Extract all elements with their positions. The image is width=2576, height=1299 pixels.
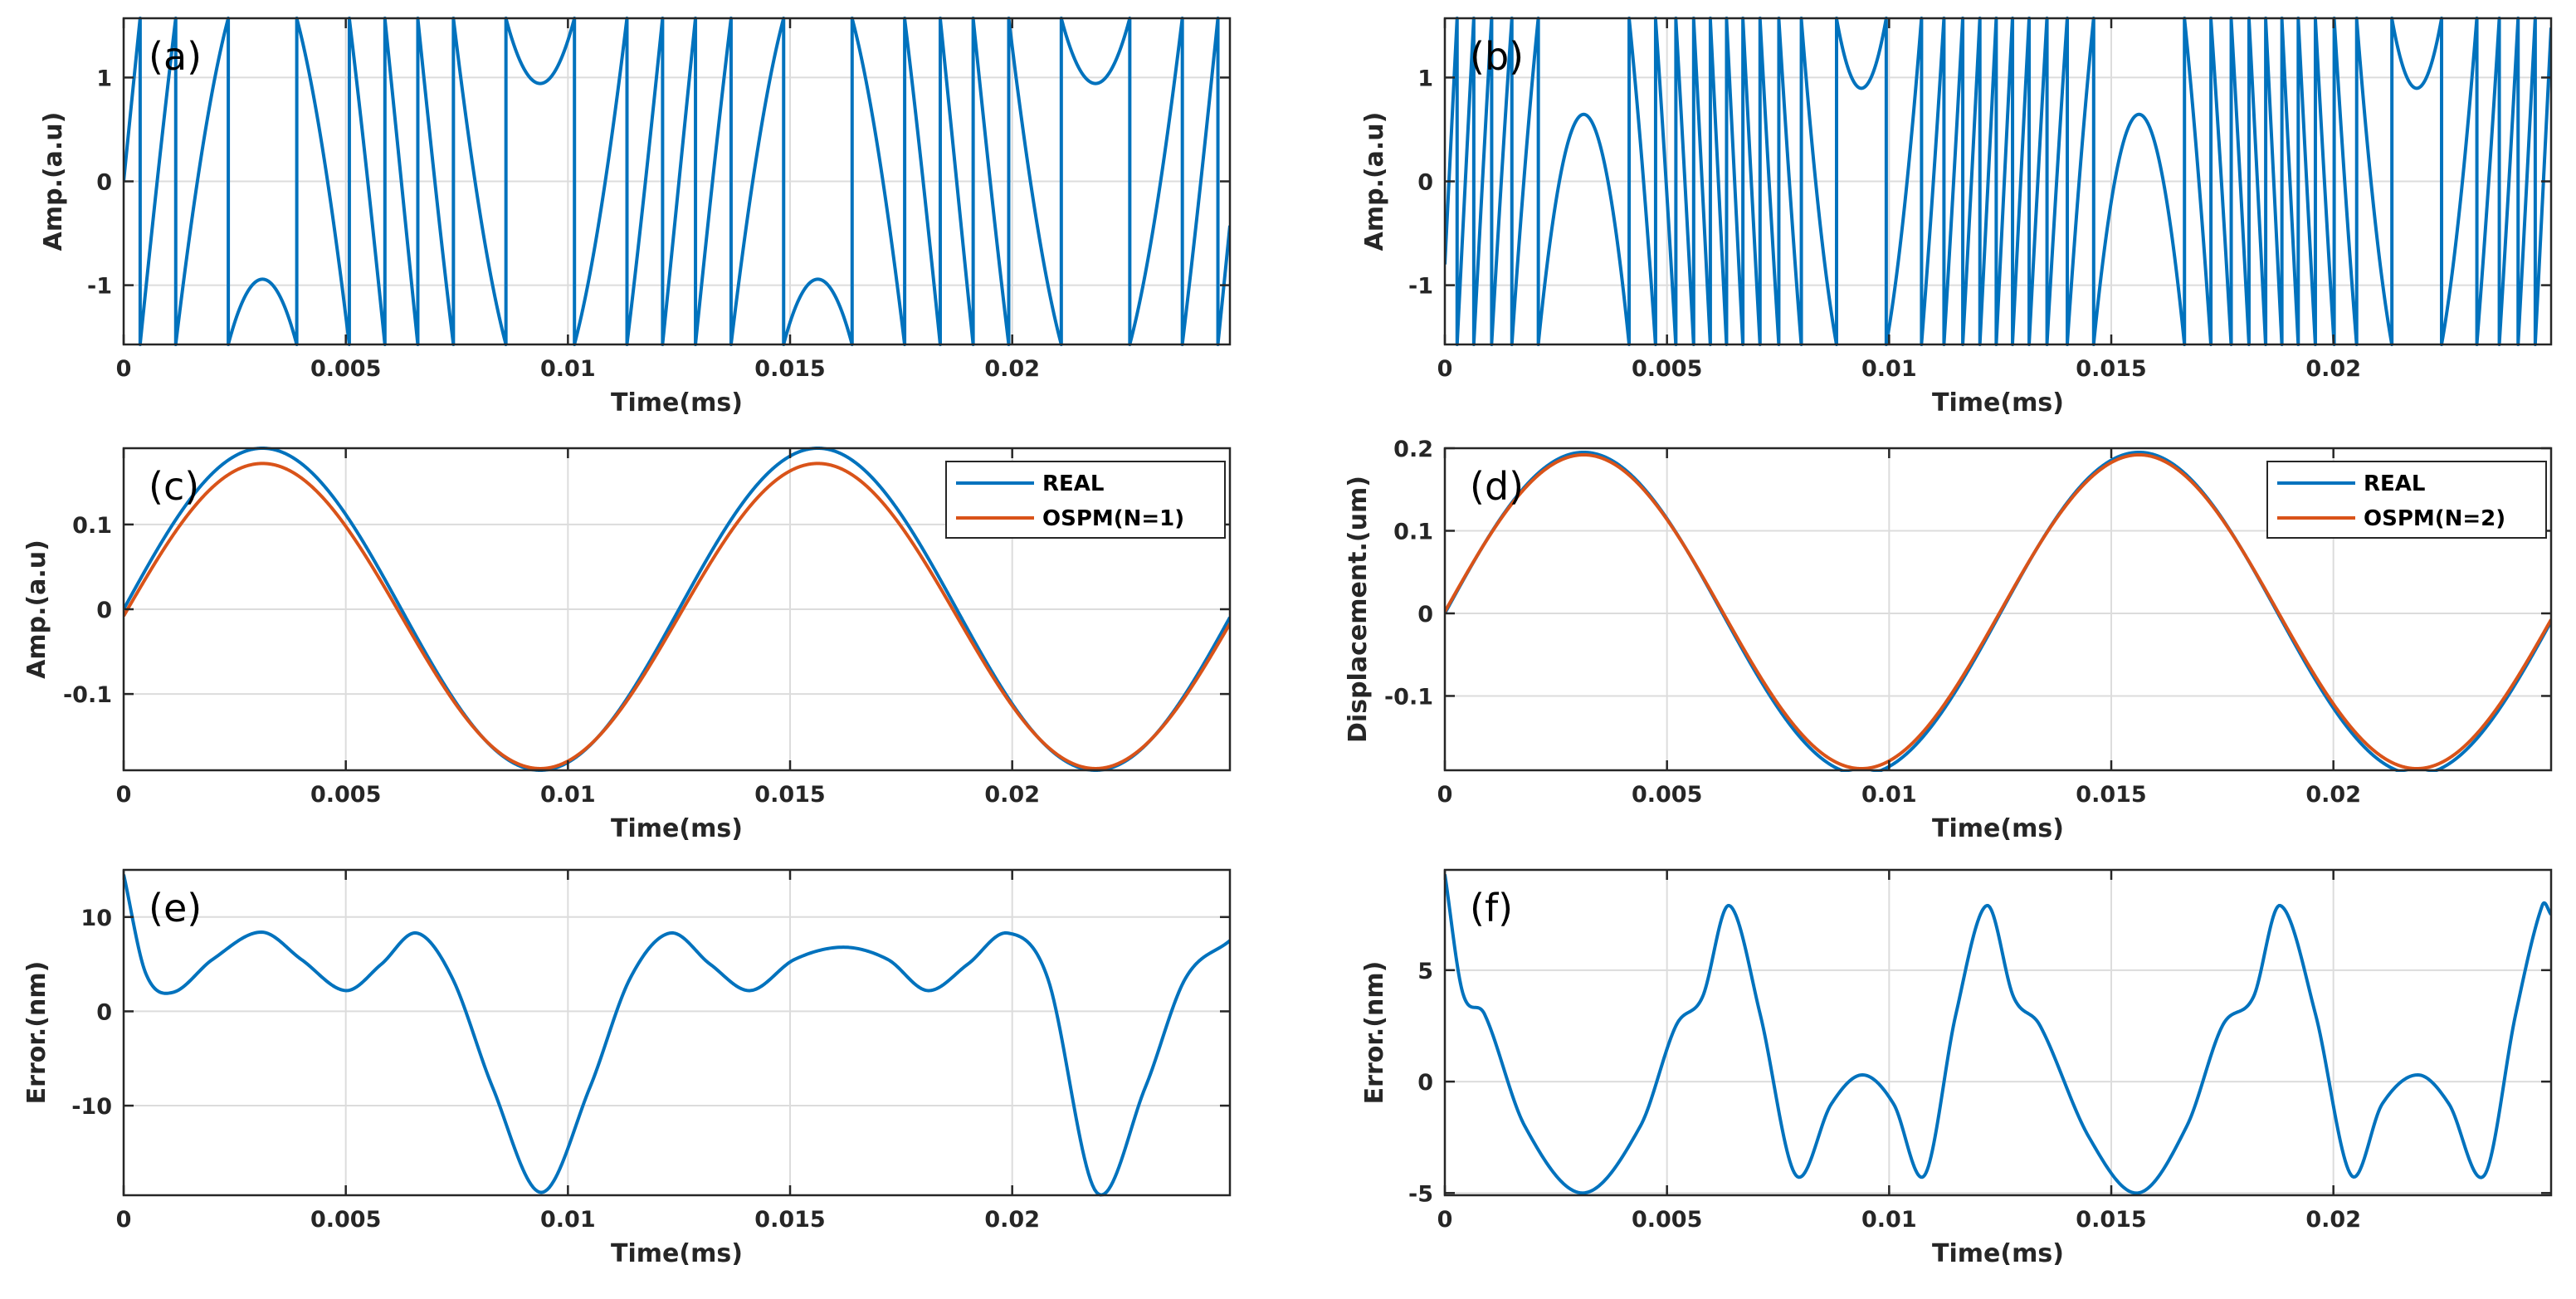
plot-area [124, 870, 1230, 1195]
legend: REAL OSPM(N=2) [2266, 461, 2547, 539]
plot-area [1445, 870, 2551, 1195]
y-tick-label: 0 [1417, 170, 1433, 196]
x-tick-label: 0 [116, 356, 132, 382]
x-tick-label: 0.01 [1861, 782, 1917, 808]
x-tick-label: 0.02 [984, 356, 1040, 382]
series-line-error [124, 874, 1230, 1197]
series-line-wrapped-phase [1445, 17, 2551, 346]
y-axis-label: Amp.(a.u) [1360, 112, 1389, 251]
chart-panel-f: 0 0.005 0.01 0.015 0.02-505Time(ms)Error.(nm… [1360, 868, 2553, 1268]
x-tick-label: 0.015 [2076, 782, 2146, 808]
series-line-wrapped-phase [124, 17, 1230, 346]
y-tick-label: 1 [1417, 66, 1433, 91]
y-tick-label: -0.1 [1384, 684, 1433, 710]
legend-label: REAL [1042, 471, 1104, 496]
panel-label: (f) [1470, 886, 1513, 930]
panel-label: (c) [149, 464, 199, 509]
x-tick-label: 0.02 [984, 782, 1040, 808]
chart-panel-a: 0 0.005 0.01 0.015 0.02 -1 0 1 Time(ms) Amp.(a.u)… [39, 17, 1232, 418]
x-tick-label: 0.005 [310, 356, 381, 382]
y-tick-label: -0.1 [63, 682, 112, 708]
y-tick-label: 0 [96, 999, 112, 1025]
x-tick-label: 0.01 [540, 1207, 596, 1233]
y-axis-label: Amp.(a.u) [22, 540, 51, 679]
panel-label: (a) [149, 34, 202, 79]
series-line-error [1445, 874, 2551, 1195]
x-tick-label: 0 [116, 1207, 132, 1233]
axes-frame [1443, 868, 2553, 1197]
panel-label: (e) [149, 886, 202, 930]
y-tick-label: -10 [71, 1094, 112, 1120]
x-tick-label: 0.02 [2305, 782, 2361, 808]
y-tick-label: -5 [1408, 1181, 1433, 1207]
y-tick-label: 0.2 [1393, 437, 1433, 462]
x-axis-label: Time(ms) [611, 1239, 743, 1268]
x-axis-label: Time(ms) [611, 388, 743, 418]
legend-label: OSPM(N=1) [1042, 506, 1184, 531]
x-axis-label: Time(ms) [611, 814, 743, 843]
y-tick-label: -1 [1408, 274, 1433, 300]
series-line-ospm-n-1- [124, 461, 1230, 770]
x-tick-label: 0 [1437, 356, 1453, 382]
x-tick-label: 0.01 [1861, 1207, 1917, 1233]
x-tick-label: 0.01 [540, 782, 596, 808]
y-tick-label: 0 [96, 598, 112, 623]
x-tick-label: 0.01 [1861, 356, 1917, 382]
x-tick-label: 0.02 [2305, 356, 2361, 382]
x-tick-label: 0 [116, 782, 132, 808]
chart-panel-c: 0 0.005 0.01 0.015 0.02 -0.1 0 0.1 Time(ms) Amp.(… [22, 447, 1232, 843]
y-tick-label: 5 [1417, 959, 1433, 984]
series-line-ospm-n-2- [1445, 452, 2551, 771]
legend-box [2266, 461, 2547, 539]
x-tick-label: 0.005 [310, 1207, 381, 1233]
x-tick-label: 0.005 [1632, 782, 1702, 808]
x-tick-label: 0.005 [1632, 1207, 1702, 1233]
panel-label: (b) [1470, 34, 1524, 79]
panel-label: (d) [1470, 464, 1524, 509]
x-tick-label: 0 [1437, 782, 1453, 808]
y-tick-label: 10 [80, 906, 112, 931]
legend-label: REAL [2364, 471, 2425, 496]
x-tick-label: 0.015 [2076, 356, 2146, 382]
x-tick-label: 0.015 [2076, 1207, 2146, 1233]
y-axis-label: Error.(nm) [1360, 961, 1389, 1105]
y-tick-label: 0 [1417, 602, 1433, 628]
x-tick-label: 0 [1437, 1207, 1453, 1233]
y-tick-label: 0 [96, 170, 112, 196]
x-tick-label: 0.005 [310, 782, 381, 808]
x-tick-label: 0.005 [1632, 356, 1702, 382]
x-tick-label: 0.01 [540, 356, 596, 382]
x-tick-label: 0.015 [754, 356, 825, 382]
y-axis-label: Error.(nm) [22, 961, 51, 1105]
x-tick-label: 0.02 [2305, 1207, 2361, 1233]
axes-frame [1443, 447, 2553, 772]
y-tick-label: 0.1 [1393, 519, 1433, 545]
x-tick-label: 0.015 [754, 782, 825, 808]
x-axis-label: Time(ms) [1932, 1239, 2064, 1268]
y-axis-label: Amp.(a.u) [39, 112, 68, 251]
chart-panel-d: 0 0.005 0.01 0.015 0.02 -0.1 0 0.1 0.2 Time(ms) Di… [1344, 437, 2553, 843]
y-tick-label: 0 [1417, 1070, 1433, 1096]
y-tick-label: 1 [96, 66, 112, 91]
y-tick-label: 0.1 [72, 513, 112, 539]
x-axis-label: Time(ms) [1932, 814, 2064, 843]
legend-label: OSPM(N=2) [2364, 506, 2505, 531]
chart-panel-e: 0 0.005 0.01 0.015 0.02 -10 0 10 Time(ms) Error.(… [22, 868, 1232, 1268]
y-tick-label: -1 [87, 274, 112, 300]
axes-frame [122, 868, 1232, 1197]
y-axis-label: Displacement.(um) [1344, 476, 1373, 743]
legend-box [945, 461, 1226, 539]
legend: REAL OSPM(N=1) [945, 461, 1226, 539]
x-tick-label: 0.02 [984, 1207, 1040, 1233]
x-tick-label: 0.015 [754, 1207, 825, 1233]
x-axis-label: Time(ms) [1932, 388, 2064, 418]
chart-panel-b: 0 0.005 0.01 0.015 0.02 -1 0 1 Time(ms) Amp.(a.u)… [1360, 17, 2553, 418]
